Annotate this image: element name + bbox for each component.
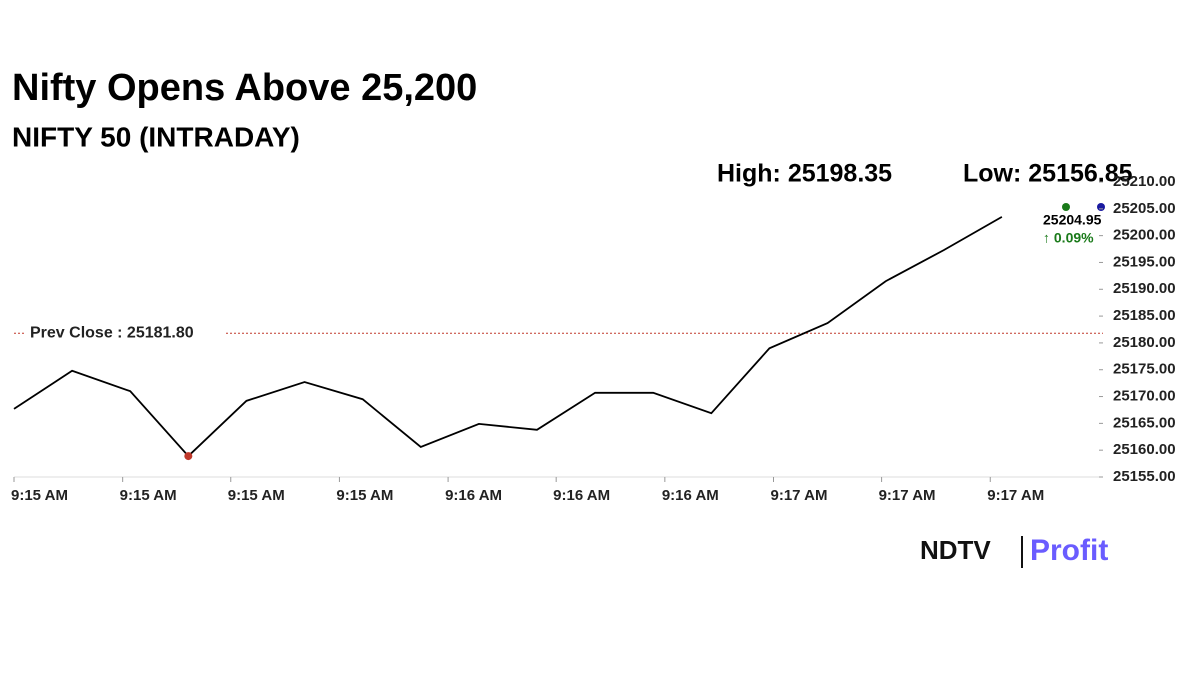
x-tick-label: 9:16 AM (445, 487, 502, 504)
y-tick-label: 25185.00 (1113, 307, 1176, 324)
prev-close-bg (24, 321, 224, 346)
y-tick-label: 25175.00 (1113, 361, 1176, 378)
y-tick-label: 25200.00 (1113, 227, 1176, 244)
y-tick-label: 25155.00 (1113, 468, 1176, 485)
brand-logo: NDTV (920, 535, 991, 565)
indicator-dot (1062, 203, 1070, 211)
y-tick-label: 25210.00 (1113, 173, 1176, 190)
y-tick-label: 25170.00 (1113, 388, 1176, 405)
x-tick-label: 9:17 AM (987, 487, 1044, 504)
prev-close-label: Prev Close : 25181.80 (30, 324, 194, 341)
y-tick-label: 25180.00 (1113, 334, 1176, 351)
brand-logo-profit: Profit (1030, 534, 1108, 567)
change-label: ↑ 0.09% (1043, 230, 1094, 246)
x-tick-label: 9:15 AM (336, 487, 393, 504)
price-line (13, 216, 1003, 458)
y-tick-label: 25165.00 (1113, 414, 1176, 431)
x-tick-label: 9:16 AM (662, 487, 719, 504)
y-tick-label: 25160.00 (1113, 441, 1176, 458)
x-tick-label: 9:15 AM (228, 487, 285, 504)
x-tick-label: 9:15 AM (120, 487, 177, 504)
last-value-label: 25204.95 (1043, 212, 1102, 228)
chart-subtitle: NIFTY 50 (INTRADAY) (12, 121, 300, 152)
y-tick-label: 25195.00 (1113, 253, 1176, 270)
y-tick-label: 25190.00 (1113, 280, 1176, 297)
low-label: Low: 25156.85 (963, 160, 1133, 188)
x-tick-label: 9:15 AM (11, 487, 68, 504)
indicator-dot (1097, 203, 1105, 211)
x-tick-label: 9:16 AM (553, 487, 610, 504)
low-point (184, 452, 193, 461)
y-tick-label: 25205.00 (1113, 200, 1176, 217)
high-label: High: 25198.35 (717, 160, 892, 188)
x-tick-label: 9:17 AM (879, 487, 936, 504)
chart-title: Nifty Opens Above 25,200 (12, 67, 477, 109)
x-tick-label: 9:17 AM (771, 487, 828, 504)
